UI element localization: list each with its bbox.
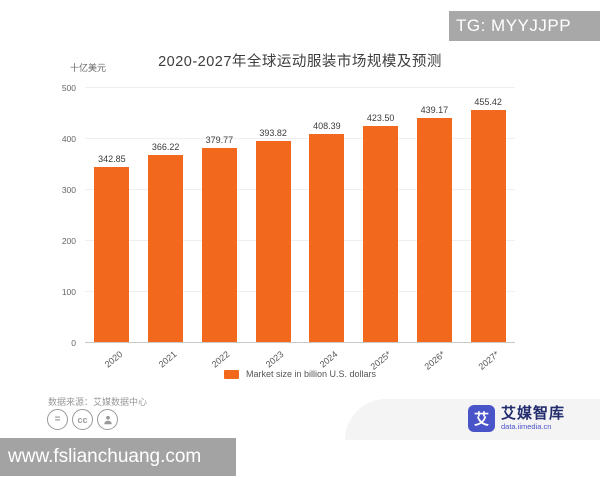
bar-2026* bbox=[416, 118, 452, 342]
plot-area: 342.85 2020 366.22 2021 379.77 2022 393.82 2023… bbox=[85, 87, 515, 372]
cc-icon: cc bbox=[72, 409, 93, 430]
y-tick-label: 300 bbox=[61, 185, 76, 195]
equals-icon: = bbox=[47, 409, 68, 430]
bar-value-label: 439.17 bbox=[420, 105, 449, 116]
chart-title: 2020-2027年全球运动服装市场规模及预测 bbox=[158, 54, 442, 70]
bar-2021 bbox=[148, 155, 184, 342]
license-icons: = cc bbox=[47, 409, 118, 430]
bar-value-label: 423.50 bbox=[366, 113, 395, 123]
person-icon bbox=[97, 409, 118, 430]
y-tick-label: 500 bbox=[61, 83, 76, 93]
y-axis: 0 100 200 300 400 500 bbox=[46, 83, 76, 353]
iimedia-logo-site: data.iimedia.cn bbox=[501, 422, 552, 431]
bar-value-label: 379.77 bbox=[205, 135, 234, 146]
y-axis-unit-label: 十亿美元 bbox=[70, 63, 107, 73]
bottom-watermark-banner: www.fslianchuang.com bbox=[0, 438, 236, 476]
bar-2025* bbox=[363, 126, 399, 342]
y-tick-label: 400 bbox=[61, 134, 76, 144]
bottom-watermark-text: www.fslianchuang.com bbox=[8, 446, 202, 467]
bar-value-label: 342.85 bbox=[98, 154, 126, 165]
x-tick-label: 2024 bbox=[317, 349, 340, 370]
y-tick-label: 200 bbox=[61, 236, 76, 246]
bar-2020 bbox=[94, 167, 130, 342]
gridline bbox=[85, 189, 515, 190]
legend-swatch-icon bbox=[223, 369, 239, 379]
gridline bbox=[85, 87, 515, 88]
x-tick-label: 2020 bbox=[102, 349, 125, 370]
gridline bbox=[85, 240, 515, 241]
top-watermark-text: TG: MYYJJPP bbox=[456, 16, 572, 35]
bar-value-label: 366.22 bbox=[151, 142, 180, 153]
bar-2022 bbox=[201, 148, 237, 342]
gridline bbox=[85, 138, 515, 139]
y-tick-label: 0 bbox=[71, 338, 76, 348]
x-tick-label: 2021 bbox=[156, 349, 179, 370]
top-watermark-banner: TG: MYYJJPP bbox=[449, 11, 600, 41]
bar-value-label: 455.42 bbox=[474, 96, 502, 107]
legend-label: Market size in billion U.S. dollars bbox=[245, 369, 377, 379]
iimedia-logo-name: 艾媒智库 bbox=[501, 405, 566, 422]
iimedia-logo-icon: 艾 bbox=[468, 405, 495, 432]
gridline bbox=[85, 291, 515, 292]
bar-value-label: 408.39 bbox=[313, 120, 341, 131]
iimedia-logo-text: 艾媒智库 data.iimedia.cn bbox=[501, 405, 565, 431]
bar-2023 bbox=[255, 141, 291, 342]
iimedia-logo: 艾 艾媒智库 data.iimedia.cn bbox=[468, 405, 565, 432]
x-tick-label: 2022 bbox=[210, 349, 232, 370]
bar-2027* bbox=[470, 109, 506, 342]
x-tick-label: 2023 bbox=[263, 349, 286, 370]
data-source-note: 数据来源：艾媒数据中心 bbox=[48, 397, 148, 407]
bar-value-label: 393.82 bbox=[259, 128, 287, 139]
bar-2024 bbox=[309, 133, 345, 342]
legend: Market size in billion U.S. dollars bbox=[0, 369, 600, 379]
y-tick-label: 100 bbox=[61, 287, 76, 297]
